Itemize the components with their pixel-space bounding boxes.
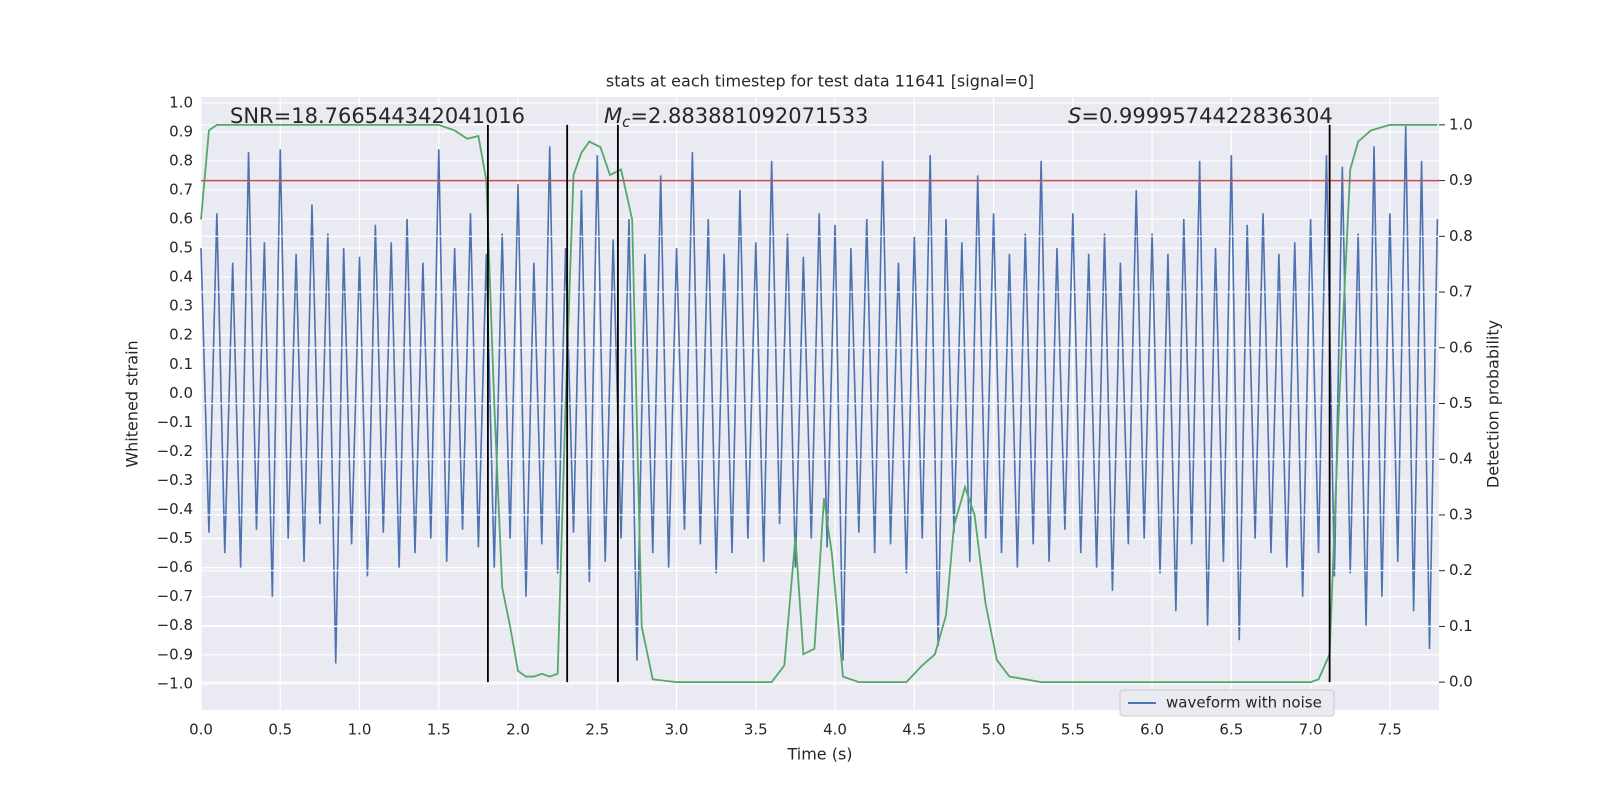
line-series [200, 123, 1438, 684]
annotation-text: SNR=18.766544342041016 [230, 104, 525, 128]
y-tick-label: 0.4 [169, 268, 193, 286]
y2-tick-label: 0.0 [1449, 673, 1473, 691]
x-tick-label: 0.0 [189, 721, 213, 739]
y-tick-label: 0.9 [169, 122, 193, 140]
annotation: Mc=2.883881092071533 [604, 104, 868, 131]
annotation-subscript: c [622, 113, 631, 131]
y2-tick-label: 0.6 [1449, 338, 1473, 356]
annotation-text: =2.883881092071533 [630, 104, 868, 128]
y-tick-label: −0.9 [157, 645, 193, 663]
annotation-symbol: S [1068, 104, 1081, 128]
y-tick-label: 0.2 [169, 326, 193, 344]
x-tick-label: 5.5 [1061, 721, 1085, 739]
y-tick-label: 0.1 [169, 355, 193, 373]
annotation-symbol: M [604, 104, 622, 128]
chart-title: stats at each timestep for test data 116… [606, 72, 1034, 91]
x-tick-label: 4.5 [902, 721, 926, 739]
y-tick-label: −0.3 [157, 471, 193, 489]
y-tick-label: 0.8 [169, 151, 193, 169]
x-tick-label: 3.0 [665, 721, 689, 739]
y2-tick-label: 0.9 [1449, 171, 1473, 189]
y-tick-label: 0.3 [169, 297, 193, 315]
x-tick-label: 4.0 [823, 721, 847, 739]
y-tick-label: −1.0 [157, 674, 193, 692]
y-tick-label: −0.1 [157, 413, 193, 431]
x-tick-label: 0.5 [268, 721, 292, 739]
y2-tick-label: 0.5 [1449, 394, 1473, 412]
y2-tick-label: 1.0 [1449, 115, 1473, 133]
y2-tick-label: 0.2 [1449, 561, 1473, 579]
x-tick-label: 7.0 [1299, 721, 1323, 739]
annotation: S=0.9999574422836304 [1068, 104, 1333, 128]
legend-label: waveform with noise [1166, 694, 1322, 712]
y-tick-label: −0.8 [157, 616, 193, 634]
x-tick-label: 5.0 [982, 721, 1006, 739]
y2-tick-label: 0.1 [1449, 617, 1473, 635]
x-tick-label: 6.5 [1219, 721, 1243, 739]
y2-tick-label: 0.8 [1449, 227, 1473, 245]
y-axis-label: Whitened strain [123, 340, 142, 467]
y-tick-label: −0.7 [157, 587, 193, 605]
y-tick-label: −0.4 [157, 500, 193, 518]
x-tick-label: 7.5 [1378, 721, 1402, 739]
x-tick-label: 1.5 [427, 721, 451, 739]
y-tick-label: −0.2 [157, 442, 193, 460]
annotation: SNR=18.766544342041016 [230, 104, 525, 128]
y-tick-label: 0.5 [169, 239, 193, 257]
y-tick-label: −0.5 [157, 529, 193, 547]
y-tick-label: 1.0 [169, 93, 193, 111]
x-tick-label: 2.0 [506, 721, 530, 739]
y2-tick-label: 0.4 [1449, 450, 1473, 468]
line-series [200, 126, 1439, 664]
y-tick-label: −0.6 [157, 558, 193, 576]
y-tick-label: 0.6 [169, 210, 193, 228]
x-tick-label: 3.5 [744, 721, 768, 739]
annotation-text: =0.9999574422836304 [1081, 104, 1332, 128]
x-axis-label: Time (s) [786, 745, 852, 764]
y2-axis-label: Detection probability [1484, 320, 1503, 488]
x-tick-label: 1.0 [348, 721, 372, 739]
y-tick-label: 0.7 [169, 180, 193, 198]
x-tick-label: 2.5 [585, 721, 609, 739]
y2-tick-label: 0.7 [1449, 283, 1473, 301]
y2-tick-label: 0.3 [1449, 505, 1473, 523]
legend-box [1119, 689, 1335, 717]
y-tick-label: 0.0 [169, 384, 193, 402]
x-tick-label: 6.0 [1140, 721, 1164, 739]
